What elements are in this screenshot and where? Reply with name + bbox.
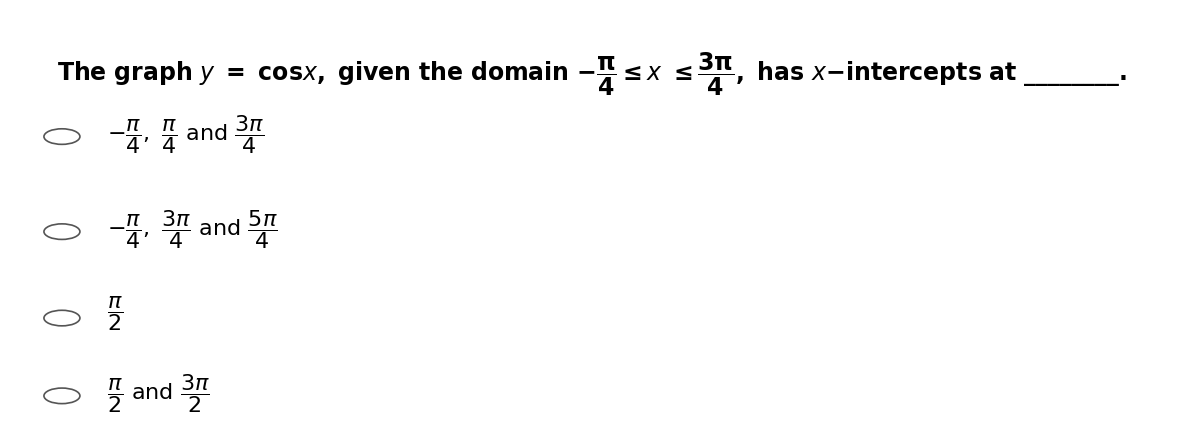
- Text: $-\dfrac{\pi}{4},\ \dfrac{\pi}{4}\ \mathrm{and}\ \dfrac{3\pi}{4}$: $-\dfrac{\pi}{4},\ \dfrac{\pi}{4}\ \math…: [107, 113, 264, 156]
- Text: $\dfrac{\pi}{2}\ \mathrm{and}\ \dfrac{3\pi}{2}$: $\dfrac{\pi}{2}\ \mathrm{and}\ \dfrac{3\…: [107, 372, 210, 415]
- Text: $-\dfrac{\pi}{4},\ \dfrac{3\pi}{4}\ \mathrm{and}\ \dfrac{5\pi}{4}$: $-\dfrac{\pi}{4},\ \dfrac{3\pi}{4}\ \mat…: [107, 208, 277, 251]
- Text: $\mathbf{The\ graph\ }$$\mathit{y}$$\mathbf{\ =\ cos}$$\mathit{x}$$\mathbf{,\ gi: $\mathbf{The\ graph\ }$$\mathit{y}$$\mat…: [56, 50, 1127, 98]
- Text: $\dfrac{\pi}{2}$: $\dfrac{\pi}{2}$: [107, 294, 124, 333]
